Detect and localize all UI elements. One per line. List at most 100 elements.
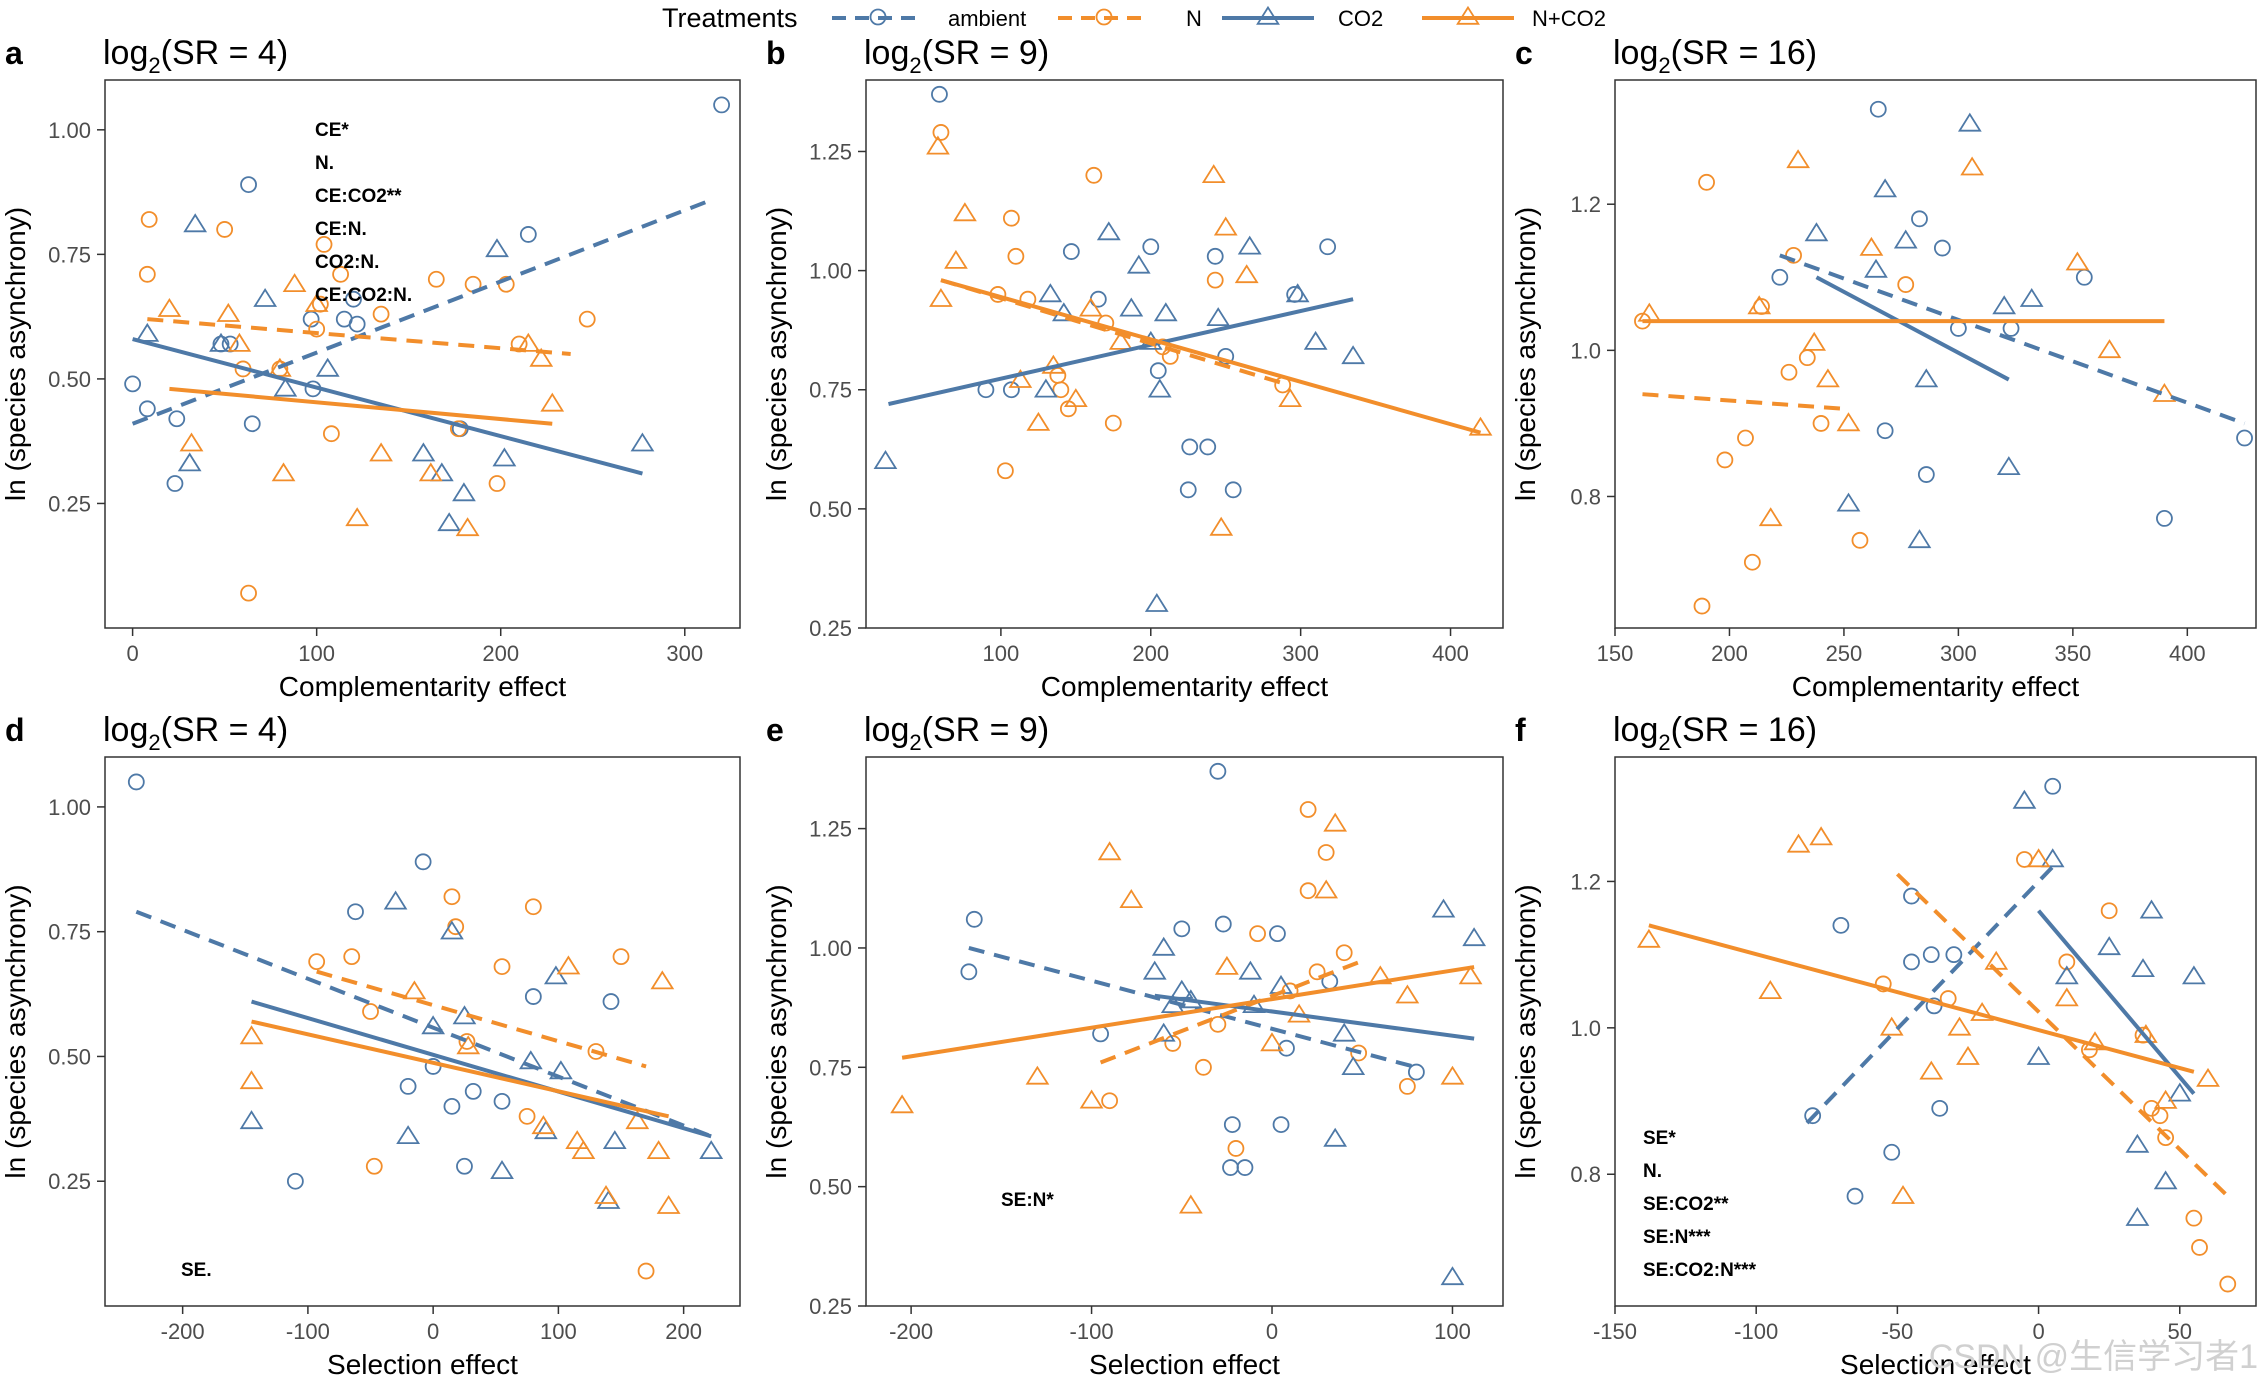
y-tick-label: 0.50 bbox=[809, 1175, 852, 1200]
x-tick-label: 150 bbox=[1597, 641, 1634, 666]
y-tick-label: 0.25 bbox=[48, 491, 91, 516]
point-n-co2 bbox=[1802, 331, 1827, 351]
point-n-co2 bbox=[216, 302, 241, 322]
point-co2 bbox=[1996, 456, 2021, 476]
point-n-co2 bbox=[1747, 295, 1772, 315]
point-n-co2 bbox=[1213, 216, 1238, 236]
point-ambient bbox=[1846, 1187, 1864, 1205]
point-n bbox=[637, 1262, 655, 1280]
point-n-co2 bbox=[646, 1140, 671, 1159]
point-n-co2 bbox=[1758, 980, 1783, 999]
point-n bbox=[365, 1157, 383, 1175]
plot-frame bbox=[1614, 756, 2257, 1307]
point-co2 bbox=[239, 1110, 264, 1130]
data-layer bbox=[890, 762, 1487, 1286]
point-n-co2 bbox=[1201, 164, 1226, 184]
x-tick-label: 200 bbox=[1132, 641, 1169, 666]
point-n bbox=[308, 953, 326, 971]
panel-title: log2(SR = 4) bbox=[103, 34, 288, 78]
title-rest: (SR = 9) bbox=[922, 711, 1050, 749]
point-co2 bbox=[437, 512, 462, 532]
point-n-co2 bbox=[1026, 411, 1051, 431]
point-ambient bbox=[1945, 946, 1963, 964]
x-tick-label: 250 bbox=[1826, 641, 1863, 666]
point-n-co2 bbox=[1395, 984, 1420, 1004]
x-tick-label: 300 bbox=[666, 641, 703, 666]
point-co2 bbox=[1151, 936, 1176, 956]
significance-annotation: CE* bbox=[315, 120, 349, 141]
point-n-co2 bbox=[1025, 1065, 1050, 1085]
title-base: log bbox=[103, 34, 148, 72]
point-n bbox=[1101, 1092, 1119, 1110]
significance-annotation: SE:N*** bbox=[1643, 1227, 1711, 1248]
y-tick-label: 1.00 bbox=[809, 259, 852, 284]
y-tick-label: 0.25 bbox=[809, 1294, 852, 1319]
point-co2 bbox=[2054, 965, 2079, 985]
fit-line-co2 bbox=[250, 999, 712, 1139]
point-n bbox=[1104, 414, 1122, 432]
point-ambient bbox=[1931, 1099, 1949, 1117]
point-ambient bbox=[960, 963, 978, 981]
point-n-co2 bbox=[1078, 297, 1103, 317]
point-co2 bbox=[1303, 330, 1328, 350]
point-ambient bbox=[1933, 239, 1951, 257]
significance-annotation: N. bbox=[315, 153, 334, 174]
point-n-co2 bbox=[227, 332, 252, 352]
point-n bbox=[488, 475, 506, 492]
data-layer bbox=[127, 773, 724, 1280]
point-n bbox=[427, 270, 445, 288]
point-ambient bbox=[348, 315, 366, 333]
title-base: log bbox=[1613, 711, 1658, 749]
legend-label-co2: CO2 bbox=[1338, 6, 1383, 31]
title-subscript: 2 bbox=[1658, 53, 1670, 78]
point-n-co2 bbox=[1919, 1060, 1944, 1080]
fit-line-n bbox=[1099, 960, 1360, 1065]
watermark: CSDN @生信学习者1 bbox=[1929, 1338, 2258, 1376]
point-n-co2 bbox=[2097, 339, 2122, 359]
point-n bbox=[443, 888, 461, 906]
point-n-co2 bbox=[1891, 1185, 1915, 1204]
y-tick-label: 0.50 bbox=[48, 1044, 91, 1069]
point-co2 bbox=[2026, 1045, 2051, 1065]
x-tick-label: 50 bbox=[2168, 1319, 2192, 1344]
y-tick-label: 1.00 bbox=[48, 795, 91, 820]
point-n bbox=[578, 310, 596, 328]
point-co2 bbox=[1323, 1127, 1348, 1147]
point-co2 bbox=[1957, 112, 1982, 132]
point-n-co2 bbox=[282, 273, 307, 293]
point-ambient bbox=[965, 910, 983, 928]
point-n-co2 bbox=[1758, 507, 1783, 527]
point-co2 bbox=[1462, 927, 1487, 947]
x-tick-label: 400 bbox=[2169, 641, 2206, 666]
y-tick-label: 0.75 bbox=[809, 1055, 852, 1080]
point-n bbox=[1164, 1035, 1182, 1052]
legend-marker-ambient bbox=[869, 8, 887, 26]
point-ambient bbox=[168, 410, 186, 428]
point-ambient bbox=[602, 993, 620, 1010]
x-tick-label: -150 bbox=[1593, 1319, 1637, 1344]
x-tick-label: 300 bbox=[1940, 641, 1977, 666]
point-ambient bbox=[347, 903, 364, 921]
significance-annotation: SE:CO2:N*** bbox=[1643, 1260, 1757, 1281]
point-n-co2 bbox=[1636, 928, 1661, 948]
point-n-co2 bbox=[1960, 156, 1985, 176]
point-ambient bbox=[1869, 100, 1887, 118]
plot-frame bbox=[865, 79, 1504, 629]
point-n bbox=[1812, 415, 1830, 432]
point-n bbox=[1737, 429, 1754, 447]
point-ambient bbox=[1173, 920, 1191, 938]
point-co2 bbox=[2181, 965, 2206, 985]
point-n bbox=[1698, 173, 1715, 191]
panel-letter: c bbox=[1515, 35, 1533, 71]
point-n-co2 bbox=[556, 955, 581, 975]
point-n-co2 bbox=[1260, 1032, 1284, 1052]
panel-letter: d bbox=[5, 712, 25, 748]
point-co2 bbox=[630, 432, 655, 452]
fit-line-n-co2 bbox=[251, 1019, 670, 1119]
title-rest: (SR = 16) bbox=[1671, 711, 1817, 749]
point-co2 bbox=[440, 920, 464, 940]
x-tick-label: 0 bbox=[427, 1319, 439, 1344]
point-n-co2 bbox=[953, 202, 977, 222]
point-co2 bbox=[1038, 283, 1063, 303]
